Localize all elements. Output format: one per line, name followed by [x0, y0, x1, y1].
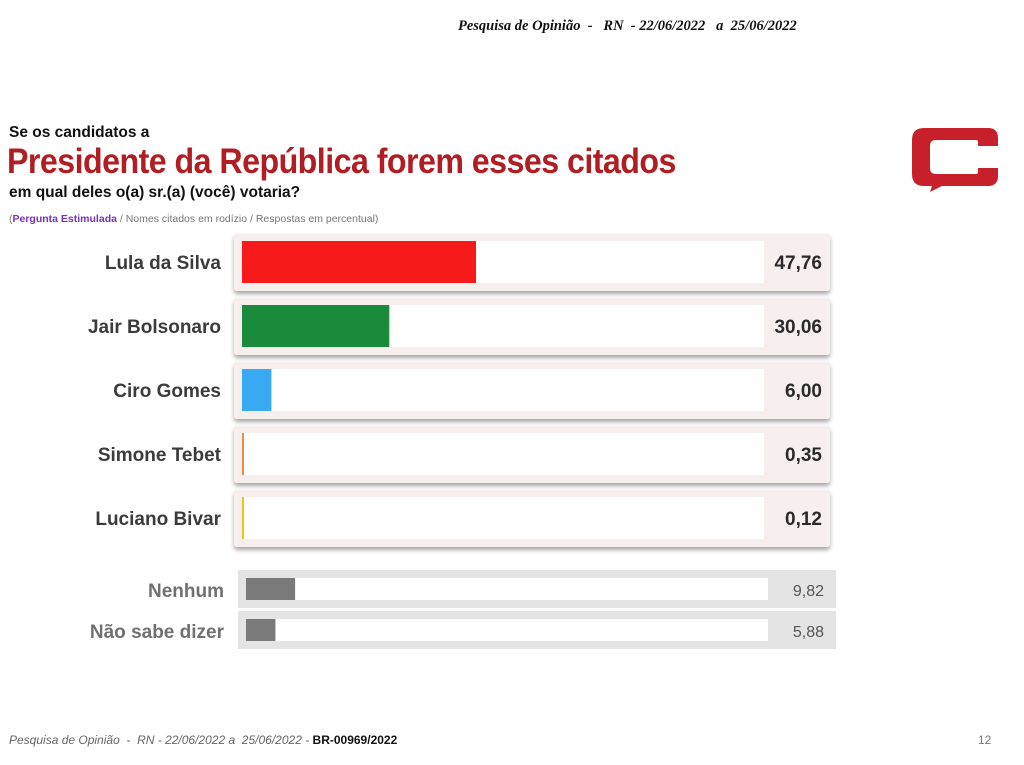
page-title: Presidente da República forem esses cita…: [7, 142, 676, 181]
candidate-label: Simone Tebet: [98, 445, 222, 466]
bar: [242, 497, 244, 539]
bar-track: [242, 433, 764, 475]
other-bar: [246, 578, 296, 600]
value-label: 0,12: [785, 509, 822, 530]
note-rest: / Nomes citados em rodízio / Respostas e…: [116, 213, 379, 225]
note-open: (: [9, 213, 13, 225]
value-label: 6,00: [785, 381, 822, 402]
page-number: 12: [978, 733, 992, 747]
bar: [242, 369, 272, 411]
other-value: 5,88: [793, 624, 824, 641]
candidate-label: Lula da Silva: [105, 253, 222, 274]
method-note: (Pergunta Estimulada / Nomes citados em …: [9, 213, 378, 225]
value-label: 0,35: [785, 445, 822, 466]
other-label: Nenhum: [148, 581, 224, 602]
bar: [242, 241, 477, 283]
other-track: [246, 619, 768, 641]
registration-code: BR-00969/2022: [312, 733, 398, 747]
bar-track: [242, 497, 764, 539]
other-bar: [246, 619, 276, 641]
candidate-label: Ciro Gomes: [113, 381, 221, 402]
bar: [242, 305, 390, 347]
other-track: [246, 578, 768, 600]
value-label: 47,76: [774, 253, 822, 274]
footer-text: Pesquisa de Opinião - RN - 22/06/2022 a …: [9, 733, 313, 747]
brand-logo-icon: [912, 128, 998, 192]
candidate-label: Luciano Bivar: [95, 509, 221, 530]
note-stimulated: Pergunta Estimulada: [12, 213, 117, 225]
value-label: 30,06: [774, 317, 822, 338]
report-header: Pesquisa de Opinião - RN - 22/06/2022 a …: [458, 18, 797, 34]
footer: Pesquisa de Opinião - RN - 22/06/2022 a …: [9, 733, 397, 747]
question-intro: Se os candidatos a: [9, 124, 150, 141]
other-label: Não sabe dizer: [90, 622, 225, 643]
other-value: 9,82: [793, 583, 824, 600]
bar: [242, 433, 244, 475]
candidate-label: Jair Bolsonaro: [88, 317, 221, 338]
question-text: em qual deles o(a) sr.(a) (você) votaria…: [9, 184, 301, 201]
bar-track: [242, 369, 764, 411]
